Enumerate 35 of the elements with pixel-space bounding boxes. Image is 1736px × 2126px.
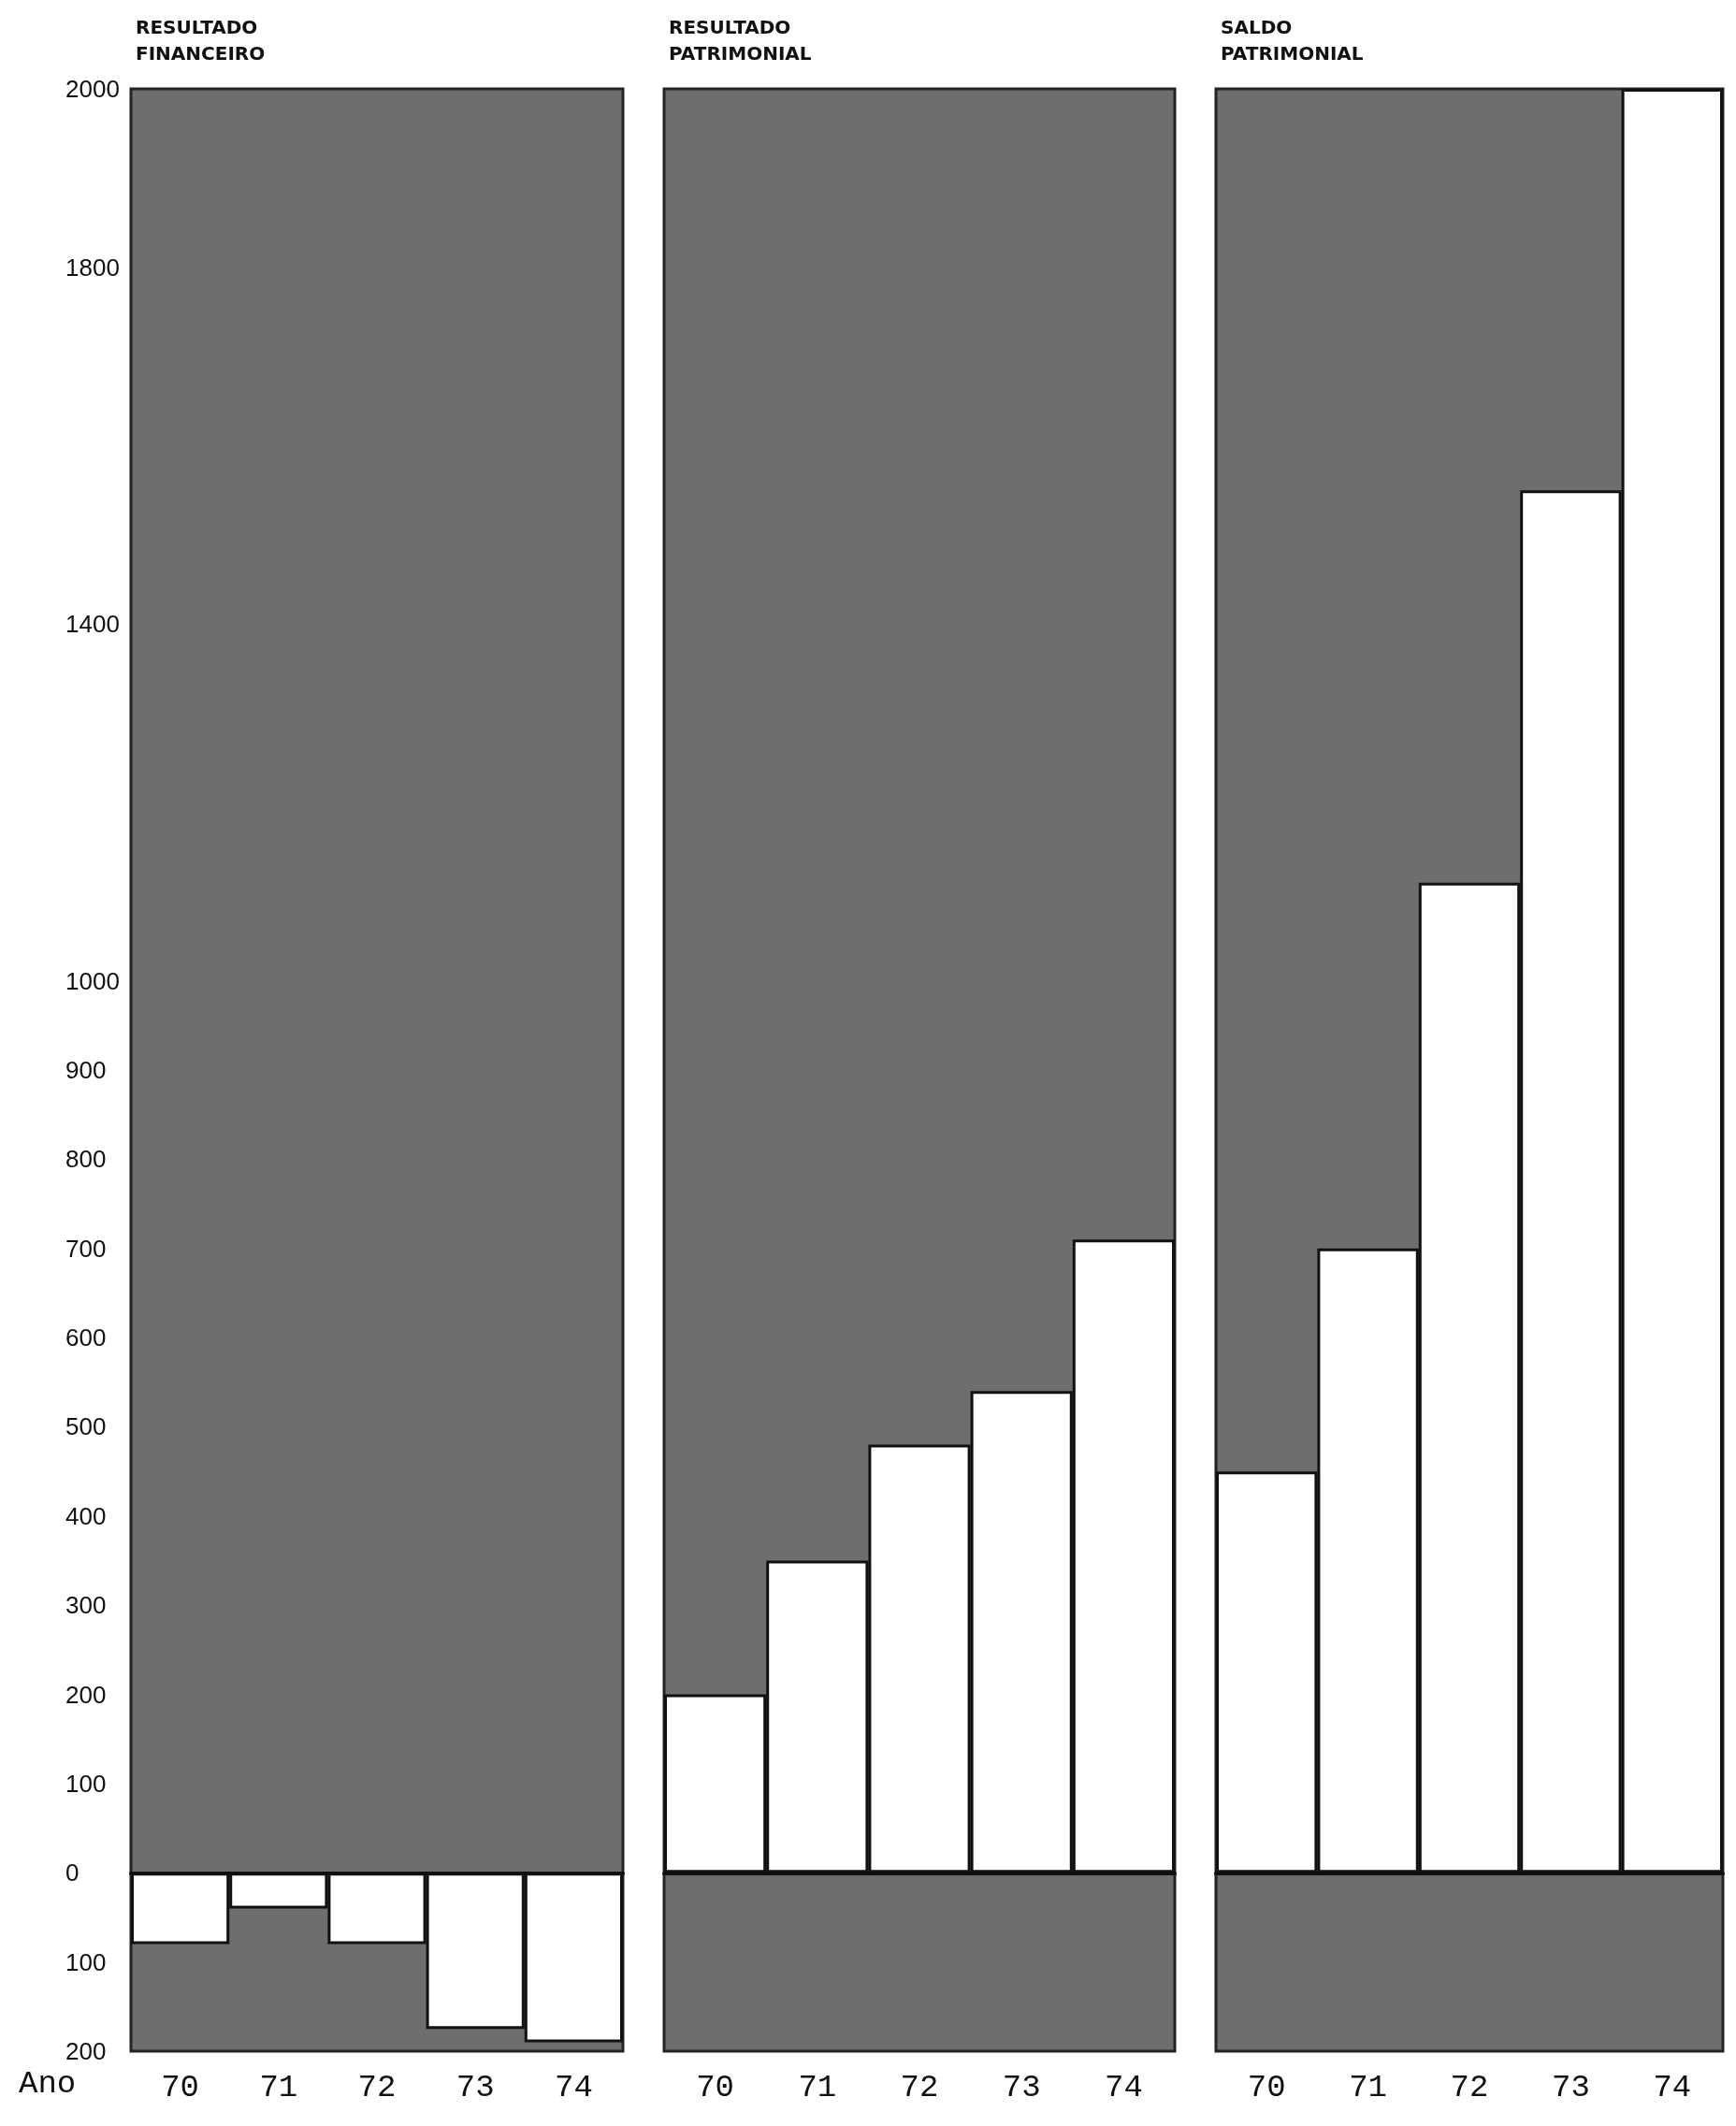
y-tick-label: 0 [65, 1858, 80, 1887]
x-tick-label: 72 [357, 2070, 397, 2105]
x-tick-label: 70 [696, 2070, 735, 2105]
y-tick-label: 200 [65, 2037, 107, 2065]
y-tick-label: 1800 [65, 253, 120, 282]
x-tick-label: 73 [1551, 2070, 1590, 2105]
x-tick-label: 72 [900, 2070, 939, 2105]
x-tick-label: 72 [1450, 2070, 1489, 2105]
x-tick-label: 70 [1247, 2070, 1286, 2105]
x-tick-label: 74 [554, 2070, 593, 2105]
y-tick-label: 2000 [65, 75, 120, 103]
y-tick-label: 300 [65, 1591, 107, 1620]
x-tick-label: 71 [1349, 2070, 1388, 2105]
y-tick-label: 100 [65, 1947, 107, 1976]
y-tick-label: 1000 [65, 966, 120, 995]
x-tick-label: 73 [456, 2070, 495, 2105]
y-tick-label: 600 [65, 1323, 107, 1352]
chart-title: RESULTADO FINANCEIRO [136, 16, 266, 65]
chart-title: SALDO PATRIMONIAL [1221, 16, 1364, 65]
y-tick-label: 800 [65, 1145, 107, 1174]
y-tick-label: 700 [65, 1234, 107, 1263]
y-tick-label: 500 [65, 1412, 107, 1441]
x-tick-label: 71 [259, 2070, 298, 2105]
y-tick-label: 400 [65, 1501, 107, 1530]
y-tick-label: 1400 [65, 610, 120, 639]
y-tick-label: 200 [65, 1680, 107, 1709]
y-tick-label: 900 [65, 1056, 107, 1084]
x-tick-label: 74 [1653, 2070, 1692, 2105]
chart-title: RESULTADO PATRIMONIAL [669, 16, 812, 65]
y-tick-label: 100 [65, 1769, 107, 1798]
x-tick-label: 74 [1104, 2070, 1143, 2105]
x-tick-label: 71 [798, 2070, 837, 2105]
x-axis-title: Ano [19, 2066, 77, 2102]
x-tick-label: 70 [161, 2070, 200, 2105]
x-tick-label: 73 [1002, 2070, 1041, 2105]
